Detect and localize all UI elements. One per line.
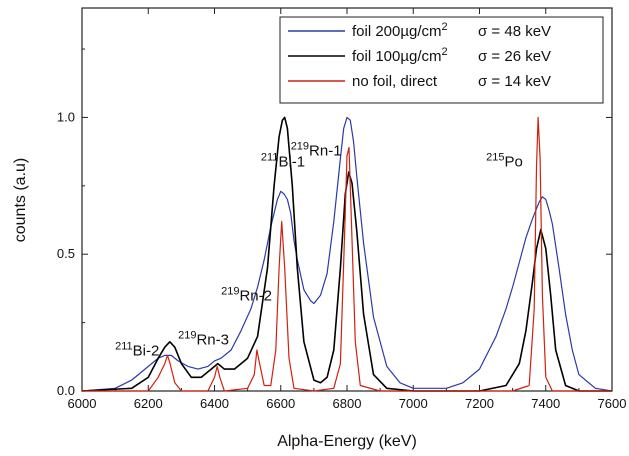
legend-sigma-3: σ = 14 keV	[478, 73, 551, 90]
peak-label-4: 219Rn-2	[221, 286, 272, 305]
y-axis-label: counts (a.u)	[12, 158, 29, 242]
x-tick-label: 6000	[68, 396, 97, 411]
series-group	[81, 116, 613, 392]
x-axis-label: Alpha-Energy (keV)	[277, 433, 417, 450]
x-tick-label: 6200	[134, 396, 163, 411]
legend-items: foil 200µg/cm2 σ = 48 keV foil 100µg/cm2 σ …	[288, 21, 551, 90]
series-line-2	[81, 116, 612, 392]
legend-label-1: foil 200µg/cm2	[352, 21, 448, 40]
legend-label-3: no foil, direct	[352, 73, 438, 90]
series-line-3	[82, 116, 612, 392]
x-tick-label: 6800	[333, 396, 362, 411]
x-tick-label: 6400	[200, 396, 229, 411]
series-line-1	[81, 116, 613, 392]
x-tick-label: 7000	[399, 396, 428, 411]
legend: foil 200µg/cm2 σ = 48 keV foil 100µg/cm2 σ …	[279, 16, 604, 104]
legend-sigma-1: σ = 48 keV	[478, 23, 551, 40]
peak-label-6: 211Bi-2	[115, 340, 159, 359]
y-tick-label: 1.0	[57, 109, 75, 124]
x-tick-label: 7200	[465, 396, 494, 411]
x-tick-label: 7600	[598, 396, 627, 411]
x-tick-label: 6600	[266, 396, 295, 411]
axis-ticks: 6000 6200 6400 6600 6800 7000 7200 7400 7600 0.0 0…	[57, 8, 627, 411]
peak-label-2: 219Rn-1	[291, 141, 342, 160]
legend-label-2: foil 100µg/cm2	[352, 46, 448, 65]
y-tick-label: 0.0	[57, 383, 75, 398]
x-tick-label: 7400	[531, 396, 560, 411]
legend-sigma-2: σ = 26 keV	[478, 48, 551, 65]
peak-label-3: 215Po	[486, 152, 523, 171]
peak-label-1: 211Bi-1	[261, 152, 305, 171]
peak-label-5: 219Rn-3	[178, 330, 229, 349]
y-tick-label: 0.5	[57, 246, 75, 261]
